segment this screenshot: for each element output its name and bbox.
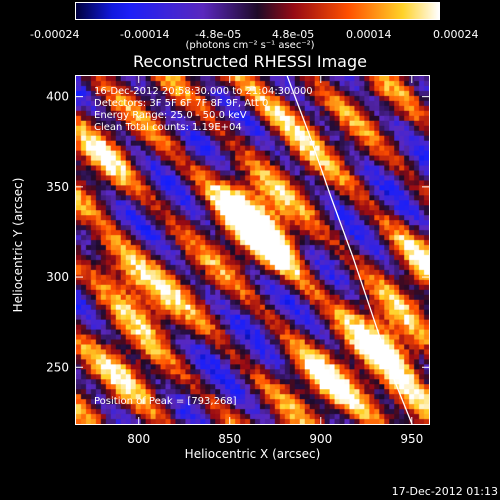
energy-range-label: Energy Range: 25.0 - 50.0 keV [94, 110, 247, 121]
colorbar-tick: 0.00014 [346, 28, 392, 41]
x-tick-label: 850 [218, 432, 241, 446]
overlay-svg [286, 76, 413, 424]
detectors-label: Detectors: 3F 5F 6F 7F 8F 9F, Att 0 [94, 98, 269, 109]
x-tick-label: 800 [127, 432, 150, 446]
solar-limb-line [286, 76, 413, 424]
y-tick-label: 350 [46, 180, 69, 194]
peak-position-label: Position of Peak = [793,268] [94, 396, 237, 407]
x-axis-label: Heliocentric X (arcsec) [184, 447, 321, 461]
colorbar-tick: -0.00014 [120, 28, 170, 41]
y-tick-label: 250 [46, 360, 69, 374]
clean-label: Clean Total counts: 1.19E+04 [94, 122, 242, 133]
colorbar-tick: -4.8e-05 [195, 28, 242, 41]
colorbar-tick: -0.00024 [30, 28, 80, 41]
y-axis-label: Heliocentric Y (arcsec) [11, 177, 25, 313]
chart-title: Reconstructed RHESSI Image [133, 52, 367, 71]
heatmap-image [76, 76, 429, 424]
timestamp-footer: 17-Dec-2012 01:13 [391, 485, 498, 498]
x-tick-label: 950 [400, 432, 423, 446]
colorbar-unit: (photons cm⁻² s⁻¹ asec⁻²) [185, 40, 315, 51]
plot-area: 16-Dec-2012 20:58:30.000 to 21:04:30.000… [75, 75, 430, 425]
time-range-label: 16-Dec-2012 20:58:30.000 to 21:04:30.000 [94, 86, 313, 97]
y-tick-label: 300 [46, 270, 69, 284]
colorbar-tick: 4.8e-05 [272, 28, 315, 41]
x-tick-label: 900 [309, 432, 332, 446]
colorbar [75, 2, 440, 20]
y-tick-label: 400 [46, 90, 69, 104]
colorbar-tick: 0.00024 [433, 28, 479, 41]
